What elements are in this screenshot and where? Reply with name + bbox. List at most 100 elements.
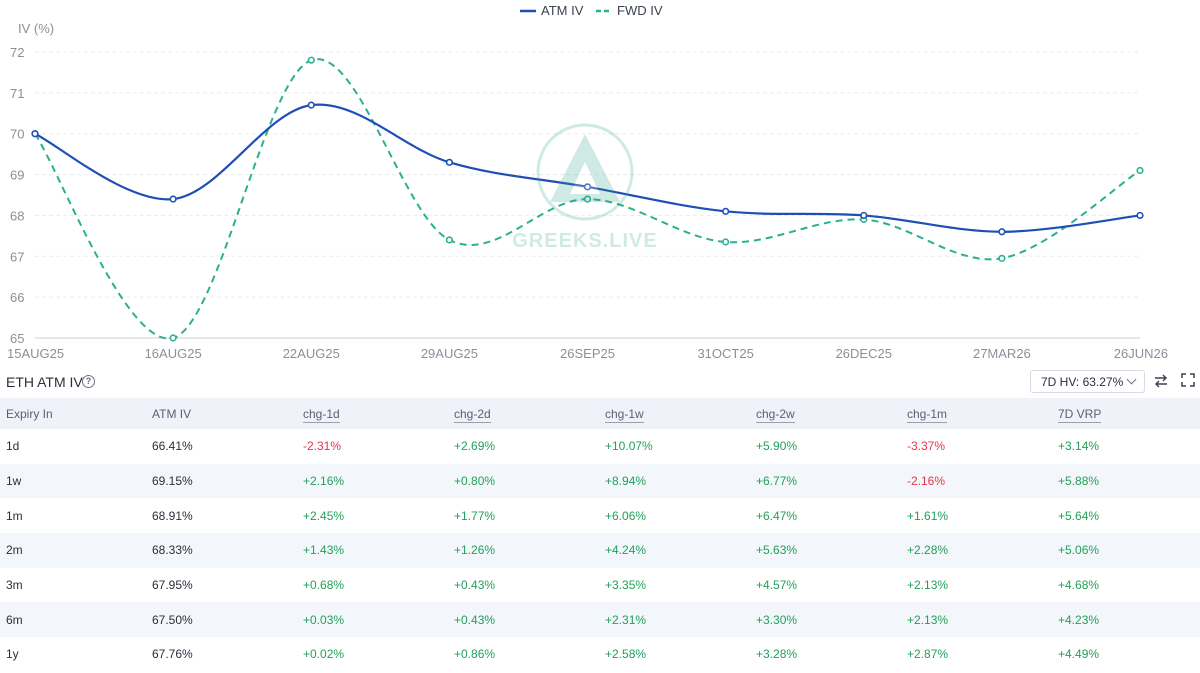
data-point xyxy=(169,195,177,203)
change-cell: +4.57% xyxy=(756,578,798,593)
table-row: 1y 67.76% +0.02% +0.86% +2.58% +3.28% +2.87% +4… xyxy=(0,637,1200,672)
column-header-chg-1w[interactable]: chg-1w xyxy=(605,398,756,429)
change-cell: +0.86% xyxy=(454,647,496,662)
change-cell: +1.77% xyxy=(454,508,496,523)
change-cell: +0.43% xyxy=(454,578,496,593)
y-tick-label: 71 xyxy=(10,86,24,101)
atm-iv-table: Expiry In ATM IV chg-1d chg-2d chg-1w ch… xyxy=(0,398,1200,672)
data-point xyxy=(1136,166,1144,175)
column-header-expiry: Expiry In xyxy=(0,398,152,429)
table-row: 2m 68.33% +1.43% +1.26% +4.24% +5.63% +2.28% +5… xyxy=(0,533,1200,568)
change-cell: +2.16% xyxy=(303,463,454,499)
column-header-chg-2d[interactable]: chg-2d xyxy=(454,398,605,429)
column-header-chg-1m[interactable]: chg-1m xyxy=(907,398,1058,429)
expiry-cell: 1y xyxy=(6,647,19,662)
legend-label: FWD IV xyxy=(617,3,663,18)
change-cell: +1.43% xyxy=(303,533,454,568)
table-title: ETH ATM IV xyxy=(6,374,83,390)
x-tick-label: 29AUG25 xyxy=(421,346,478,361)
x-tick-label: 26SEP25 xyxy=(560,346,615,361)
change-cell: +10.07% xyxy=(605,439,653,454)
y-tick-label: 66 xyxy=(10,290,24,305)
table-row: 1d 66.41% -2.31% +2.69% +10.07% +5.90% -3.37% +… xyxy=(0,429,1200,464)
y-tick-label: 69 xyxy=(10,168,24,183)
change-cell: +2.87% xyxy=(907,647,949,662)
change-cell: +2.13% xyxy=(907,578,949,593)
change-cell: +2.31% xyxy=(605,602,756,638)
data-point xyxy=(998,228,1006,236)
x-tick-label: 27MAR26 xyxy=(973,346,1031,361)
atm-iv-cell: 69.15% xyxy=(152,463,303,499)
change-cell: +5.06% xyxy=(1058,533,1200,568)
table-toolbar: ETH ATM IV ? 7D HV: 63.27% xyxy=(0,366,1200,398)
chart-svg: 65 66 67 68 69 70 71 72 IV (%) 15AUG25 16AUG25 22AU… xyxy=(7,3,1168,361)
y-axis-label: IV (%) xyxy=(18,21,54,36)
expiry-cell: 6m xyxy=(0,602,152,638)
legend-label: ATM IV xyxy=(541,3,584,18)
change-cell: +4.49% xyxy=(1058,647,1100,662)
table-row: 1w 69.15% +2.16% +0.80% +8.94% +6.77% -2.16% +5… xyxy=(0,463,1200,499)
change-cell: +0.43% xyxy=(454,602,605,638)
y-tick-label: 72 xyxy=(10,45,24,60)
change-cell: +5.88% xyxy=(1058,463,1200,499)
change-cell: +5.90% xyxy=(756,439,798,454)
change-cell: +0.68% xyxy=(303,578,345,593)
column-header-chg-1d[interactable]: chg-1d xyxy=(303,398,454,429)
y-tick-label: 70 xyxy=(10,127,24,142)
change-cell: +4.23% xyxy=(1058,602,1200,638)
x-tick-label: 22AUG25 xyxy=(283,346,340,361)
expiry-cell: 3m xyxy=(6,578,23,593)
series-line-atm-iv xyxy=(34,103,1141,233)
atm-iv-cell: 68.91% xyxy=(152,508,193,523)
x-tick-label: 26DEC25 xyxy=(836,346,892,361)
hv-period-select[interactable]: 7D HV: 63.27% xyxy=(1030,370,1145,393)
change-cell: +3.14% xyxy=(1058,439,1100,454)
data-point xyxy=(31,130,39,138)
swap-icon[interactable] xyxy=(1153,373,1169,389)
data-point xyxy=(445,158,453,166)
table-row: 6m 67.50% +0.03% +0.43% +2.31% +3.30% +2.13% +4… xyxy=(0,602,1200,638)
hv-select-value: 7D HV: 63.27% xyxy=(1041,375,1124,389)
change-cell: +2.45% xyxy=(303,508,345,523)
data-point xyxy=(307,56,315,64)
change-cell: +4.24% xyxy=(605,533,756,568)
change-cell: +3.28% xyxy=(756,647,798,662)
change-cell: +2.69% xyxy=(454,439,496,454)
iv-term-structure-chart: 65 66 67 68 69 70 71 72 IV (%) 15AUG25 16AUG25 22AU… xyxy=(7,3,1168,361)
data-point xyxy=(998,254,1006,262)
change-cell: +6.06% xyxy=(605,508,647,523)
data-point xyxy=(722,207,730,215)
change-cell: +2.58% xyxy=(605,647,647,662)
table-body: 1d 66.41% -2.31% +2.69% +10.07% +5.90% -3.37% +… xyxy=(0,429,1200,672)
column-header-7d-vrp[interactable]: 7D VRP xyxy=(1058,398,1200,429)
x-tick-label: 15AUG25 xyxy=(7,346,64,361)
change-cell: +5.64% xyxy=(1058,508,1100,523)
change-cell: +1.61% xyxy=(907,508,949,523)
change-cell: +1.26% xyxy=(454,533,605,568)
column-header-chg-2w[interactable]: chg-2w xyxy=(756,398,907,429)
change-cell: +6.47% xyxy=(756,508,798,523)
watermark-icon xyxy=(536,123,634,221)
expiry-cell: 2m xyxy=(0,533,152,568)
data-point xyxy=(307,101,315,109)
expiry-cell: 1m xyxy=(6,508,23,523)
x-tick-label: 31OCT25 xyxy=(697,346,753,361)
change-cell: +0.02% xyxy=(303,647,345,662)
x-tick-label: 26JUN26 xyxy=(1114,346,1168,361)
data-point xyxy=(1136,211,1144,220)
change-cell: +2.13% xyxy=(907,602,1058,638)
help-icon[interactable]: ? xyxy=(82,375,95,388)
expiry-cell: 1d xyxy=(6,439,20,454)
atm-iv-cell: 67.50% xyxy=(152,602,303,638)
chevron-down-icon xyxy=(1126,374,1137,385)
table-row: 1m 68.91% +2.45% +1.77% +6.06% +6.47% +1.61% +5… xyxy=(0,498,1200,533)
fullscreen-icon[interactable] xyxy=(1181,373,1195,387)
data-point xyxy=(169,334,177,342)
change-cell: -3.37% xyxy=(907,439,946,454)
data-point xyxy=(583,183,592,191)
data-point xyxy=(722,238,730,246)
change-cell: +2.28% xyxy=(907,533,1058,568)
change-cell: +3.30% xyxy=(756,602,907,638)
change-cell: +0.80% xyxy=(454,463,605,499)
atm-iv-cell: 67.95% xyxy=(152,578,193,593)
